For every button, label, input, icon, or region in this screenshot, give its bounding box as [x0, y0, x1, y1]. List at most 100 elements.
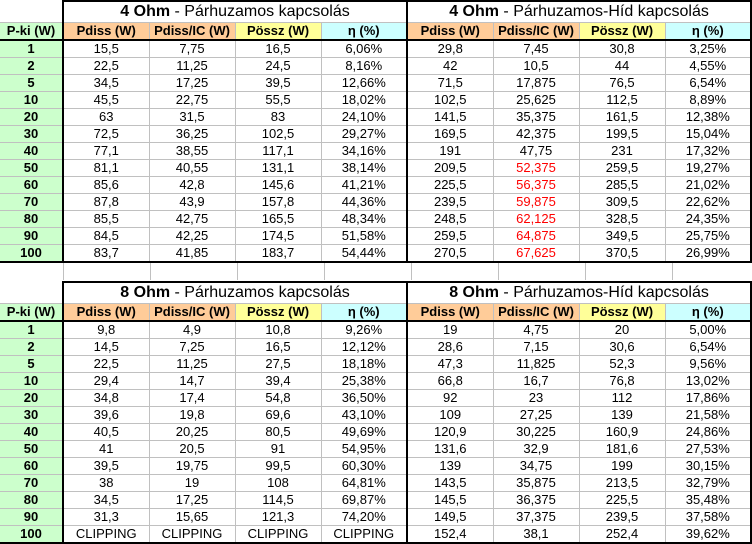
data-cell[interactable]: 34,8 — [63, 390, 149, 407]
data-cell[interactable]: 4,75 — [493, 321, 579, 339]
data-cell[interactable]: 47,75 — [493, 143, 579, 160]
data-cell[interactable]: 24,35% — [665, 211, 751, 228]
data-cell[interactable]: 24,86% — [665, 424, 751, 441]
data-cell[interactable]: 7,25 — [149, 339, 235, 356]
data-cell[interactable]: 16,5 — [235, 339, 321, 356]
column-header[interactable]: Pdiss (W) — [63, 304, 149, 322]
data-cell[interactable]: 10,8 — [235, 321, 321, 339]
data-cell[interactable]: 259,5 — [407, 228, 493, 245]
empty-cell[interactable] — [0, 282, 63, 304]
data-cell[interactable]: 51,58% — [321, 228, 407, 245]
data-cell[interactable]: 139 — [407, 458, 493, 475]
data-cell[interactable]: 145,5 — [407, 492, 493, 509]
data-cell[interactable]: 9,26% — [321, 321, 407, 339]
data-cell[interactable]: 23 — [493, 390, 579, 407]
data-cell[interactable]: 32,9 — [493, 441, 579, 458]
data-cell[interactable]: 21,58% — [665, 407, 751, 424]
data-cell[interactable]: 19 — [407, 321, 493, 339]
header-pki[interactable]: P-ki (W) — [0, 304, 63, 322]
pki-cell[interactable]: 90 — [0, 228, 63, 245]
data-cell[interactable]: 30,6 — [579, 339, 665, 356]
data-cell[interactable]: 18,02% — [321, 92, 407, 109]
data-cell[interactable]: 191 — [407, 143, 493, 160]
data-cell[interactable]: 9,56% — [665, 356, 751, 373]
pki-cell[interactable]: 5 — [0, 356, 63, 373]
data-cell[interactable]: 40,55 — [149, 160, 235, 177]
data-cell[interactable]: 102,5 — [235, 126, 321, 143]
data-cell[interactable]: 3,25% — [665, 40, 751, 58]
data-cell[interactable]: 259,5 — [579, 160, 665, 177]
data-cell[interactable]: 20,5 — [149, 441, 235, 458]
data-cell[interactable]: 56,375 — [493, 177, 579, 194]
pki-cell[interactable]: 30 — [0, 407, 63, 424]
data-cell[interactable]: 112 — [579, 390, 665, 407]
data-cell[interactable]: 17,32% — [665, 143, 751, 160]
data-cell[interactable]: 54,44% — [321, 245, 407, 263]
column-header[interactable]: η (%) — [321, 23, 407, 41]
data-cell[interactable]: 285,5 — [579, 177, 665, 194]
data-cell[interactable]: 14,5 — [63, 339, 149, 356]
data-cell[interactable]: 32,79% — [665, 475, 751, 492]
data-cell[interactable]: 52,375 — [493, 160, 579, 177]
data-cell[interactable]: 39,62% — [665, 526, 751, 544]
pki-cell[interactable]: 60 — [0, 458, 63, 475]
data-cell[interactable]: 120,9 — [407, 424, 493, 441]
data-cell[interactable]: 76,8 — [579, 373, 665, 390]
data-cell[interactable]: 209,5 — [407, 160, 493, 177]
pki-cell[interactable]: 40 — [0, 424, 63, 441]
data-cell[interactable]: 10,5 — [493, 58, 579, 75]
data-cell[interactable]: 4,9 — [149, 321, 235, 339]
data-cell[interactable]: 24,5 — [235, 58, 321, 75]
data-cell[interactable]: 20,25 — [149, 424, 235, 441]
column-header[interactable]: Pdiss (W) — [407, 304, 493, 322]
data-cell[interactable]: 72,5 — [63, 126, 149, 143]
data-cell[interactable]: 41,21% — [321, 177, 407, 194]
data-cell[interactable]: 77,1 — [63, 143, 149, 160]
data-cell[interactable]: 80,5 — [235, 424, 321, 441]
data-cell[interactable]: 31,3 — [63, 509, 149, 526]
data-cell[interactable]: 114,5 — [235, 492, 321, 509]
data-cell[interactable]: 17,86% — [665, 390, 751, 407]
data-cell[interactable]: 174,5 — [235, 228, 321, 245]
empty-cell[interactable] — [238, 263, 325, 280]
column-header[interactable]: η (%) — [665, 304, 751, 322]
data-cell[interactable]: 38,55 — [149, 143, 235, 160]
data-cell[interactable]: 45,5 — [63, 92, 149, 109]
data-cell[interactable]: 41 — [63, 441, 149, 458]
data-cell[interactable]: 248,5 — [407, 211, 493, 228]
data-cell[interactable]: 6,54% — [665, 75, 751, 92]
data-cell[interactable]: 239,5 — [407, 194, 493, 211]
data-cell[interactable]: 39,4 — [235, 373, 321, 390]
data-cell[interactable]: 225,5 — [407, 177, 493, 194]
header-pki[interactable]: P-ki (W) — [0, 23, 63, 41]
data-cell[interactable]: 38 — [63, 475, 149, 492]
data-cell[interactable]: 15,65 — [149, 509, 235, 526]
block-title[interactable]: 4 Ohm - Párhuzamos-Híd kapcsolás — [407, 1, 751, 23]
data-cell[interactable]: 38,1 — [493, 526, 579, 544]
data-cell[interactable]: 328,5 — [579, 211, 665, 228]
data-cell[interactable]: 22,5 — [63, 356, 149, 373]
data-cell[interactable]: 161,5 — [579, 109, 665, 126]
data-cell[interactable]: 183,7 — [235, 245, 321, 263]
data-cell[interactable]: 69,6 — [235, 407, 321, 424]
data-cell[interactable]: 69,87% — [321, 492, 407, 509]
data-cell[interactable]: 29,8 — [407, 40, 493, 58]
data-cell[interactable]: 37,58% — [665, 509, 751, 526]
data-cell[interactable]: 28,6 — [407, 339, 493, 356]
data-cell[interactable]: 41,85 — [149, 245, 235, 263]
data-cell[interactable]: 31,5 — [149, 109, 235, 126]
data-cell[interactable]: 67,625 — [493, 245, 579, 263]
data-cell[interactable]: 30,225 — [493, 424, 579, 441]
data-cell[interactable]: CLIPPING — [321, 526, 407, 544]
data-cell[interactable]: 35,48% — [665, 492, 751, 509]
pki-cell[interactable]: 20 — [0, 109, 63, 126]
data-cell[interactable]: 18,18% — [321, 356, 407, 373]
data-cell[interactable]: 37,375 — [493, 509, 579, 526]
data-cell[interactable]: 15,5 — [63, 40, 149, 58]
data-cell[interactable]: 8,16% — [321, 58, 407, 75]
data-cell[interactable]: 52,3 — [579, 356, 665, 373]
data-cell[interactable]: 25,625 — [493, 92, 579, 109]
data-cell[interactable]: 199 — [579, 458, 665, 475]
pki-cell[interactable]: 50 — [0, 160, 63, 177]
block-title[interactable]: 8 Ohm - Párhuzamos-Híd kapcsolás — [407, 282, 751, 304]
